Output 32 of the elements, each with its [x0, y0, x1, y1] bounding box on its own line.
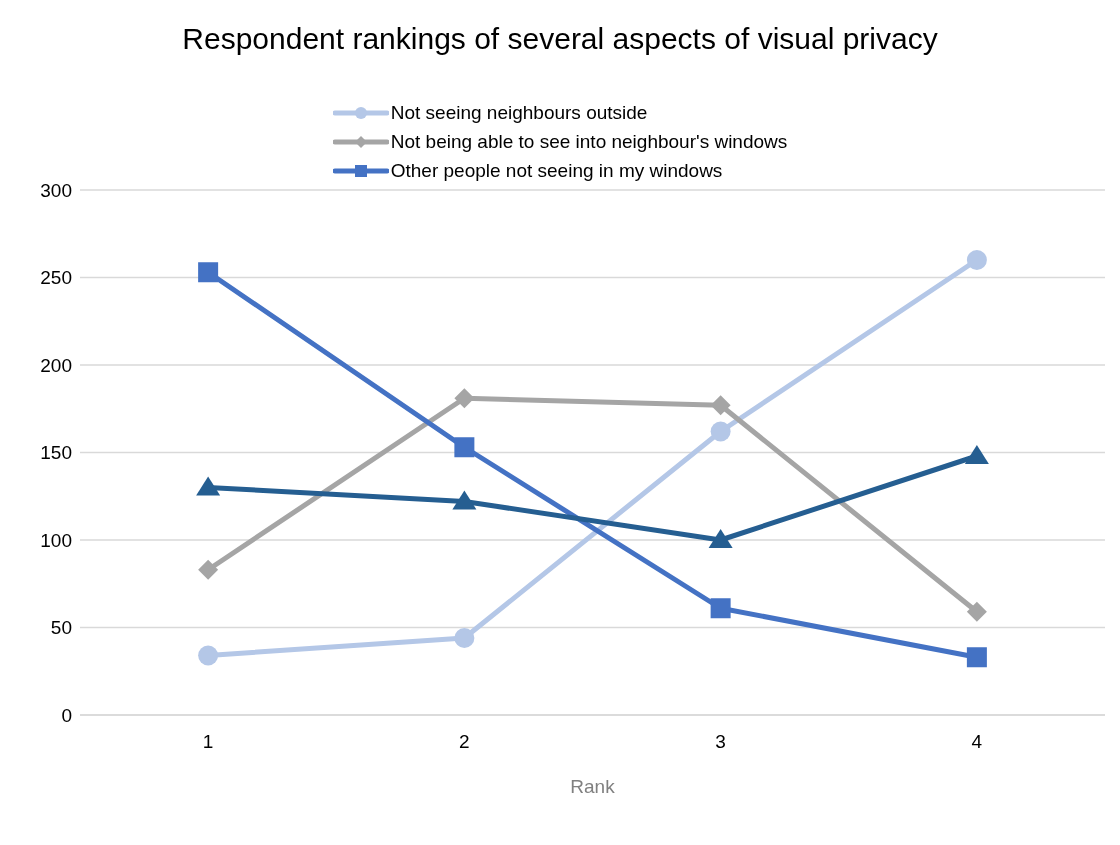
- point: [708, 529, 733, 548]
- point: [198, 559, 219, 580]
- point: [966, 647, 987, 668]
- x-tick-label: 2: [459, 731, 470, 753]
- x-tick-label: 1: [202, 731, 214, 753]
- point: [452, 490, 477, 510]
- point: [196, 476, 221, 496]
- chart-title: Respondent rankings of several aspects of visual privacy: [181, 22, 939, 56]
- y-tick-label: 300: [40, 179, 72, 201]
- y-tick-label: 50: [50, 617, 72, 639]
- y-tick-label: 100: [40, 529, 72, 551]
- x-tick-label: 3: [715, 731, 726, 753]
- point: [964, 445, 989, 464]
- point: [198, 262, 219, 283]
- point: [454, 437, 475, 458]
- x-tick-label: 4: [971, 731, 983, 753]
- point: [966, 601, 987, 622]
- legend-label: Not being able to see into neighbour's windows: [390, 130, 788, 153]
- point: [710, 598, 731, 619]
- y-tick-label: 250: [40, 267, 72, 289]
- point: [966, 250, 987, 270]
- x-axis-title: Rank: [570, 776, 616, 797]
- y-tick-label: 150: [40, 442, 72, 464]
- y-tick-label: 0: [61, 704, 72, 726]
- y-tick-label: 200: [40, 354, 72, 376]
- point: [710, 421, 731, 442]
- point: [198, 645, 219, 666]
- legend-label: Other people not seeing in my windows: [390, 159, 723, 182]
- point: [454, 388, 475, 409]
- point: [710, 395, 731, 416]
- legend-label: Not seeing neighbours outside: [390, 101, 648, 124]
- point: [454, 628, 475, 648]
